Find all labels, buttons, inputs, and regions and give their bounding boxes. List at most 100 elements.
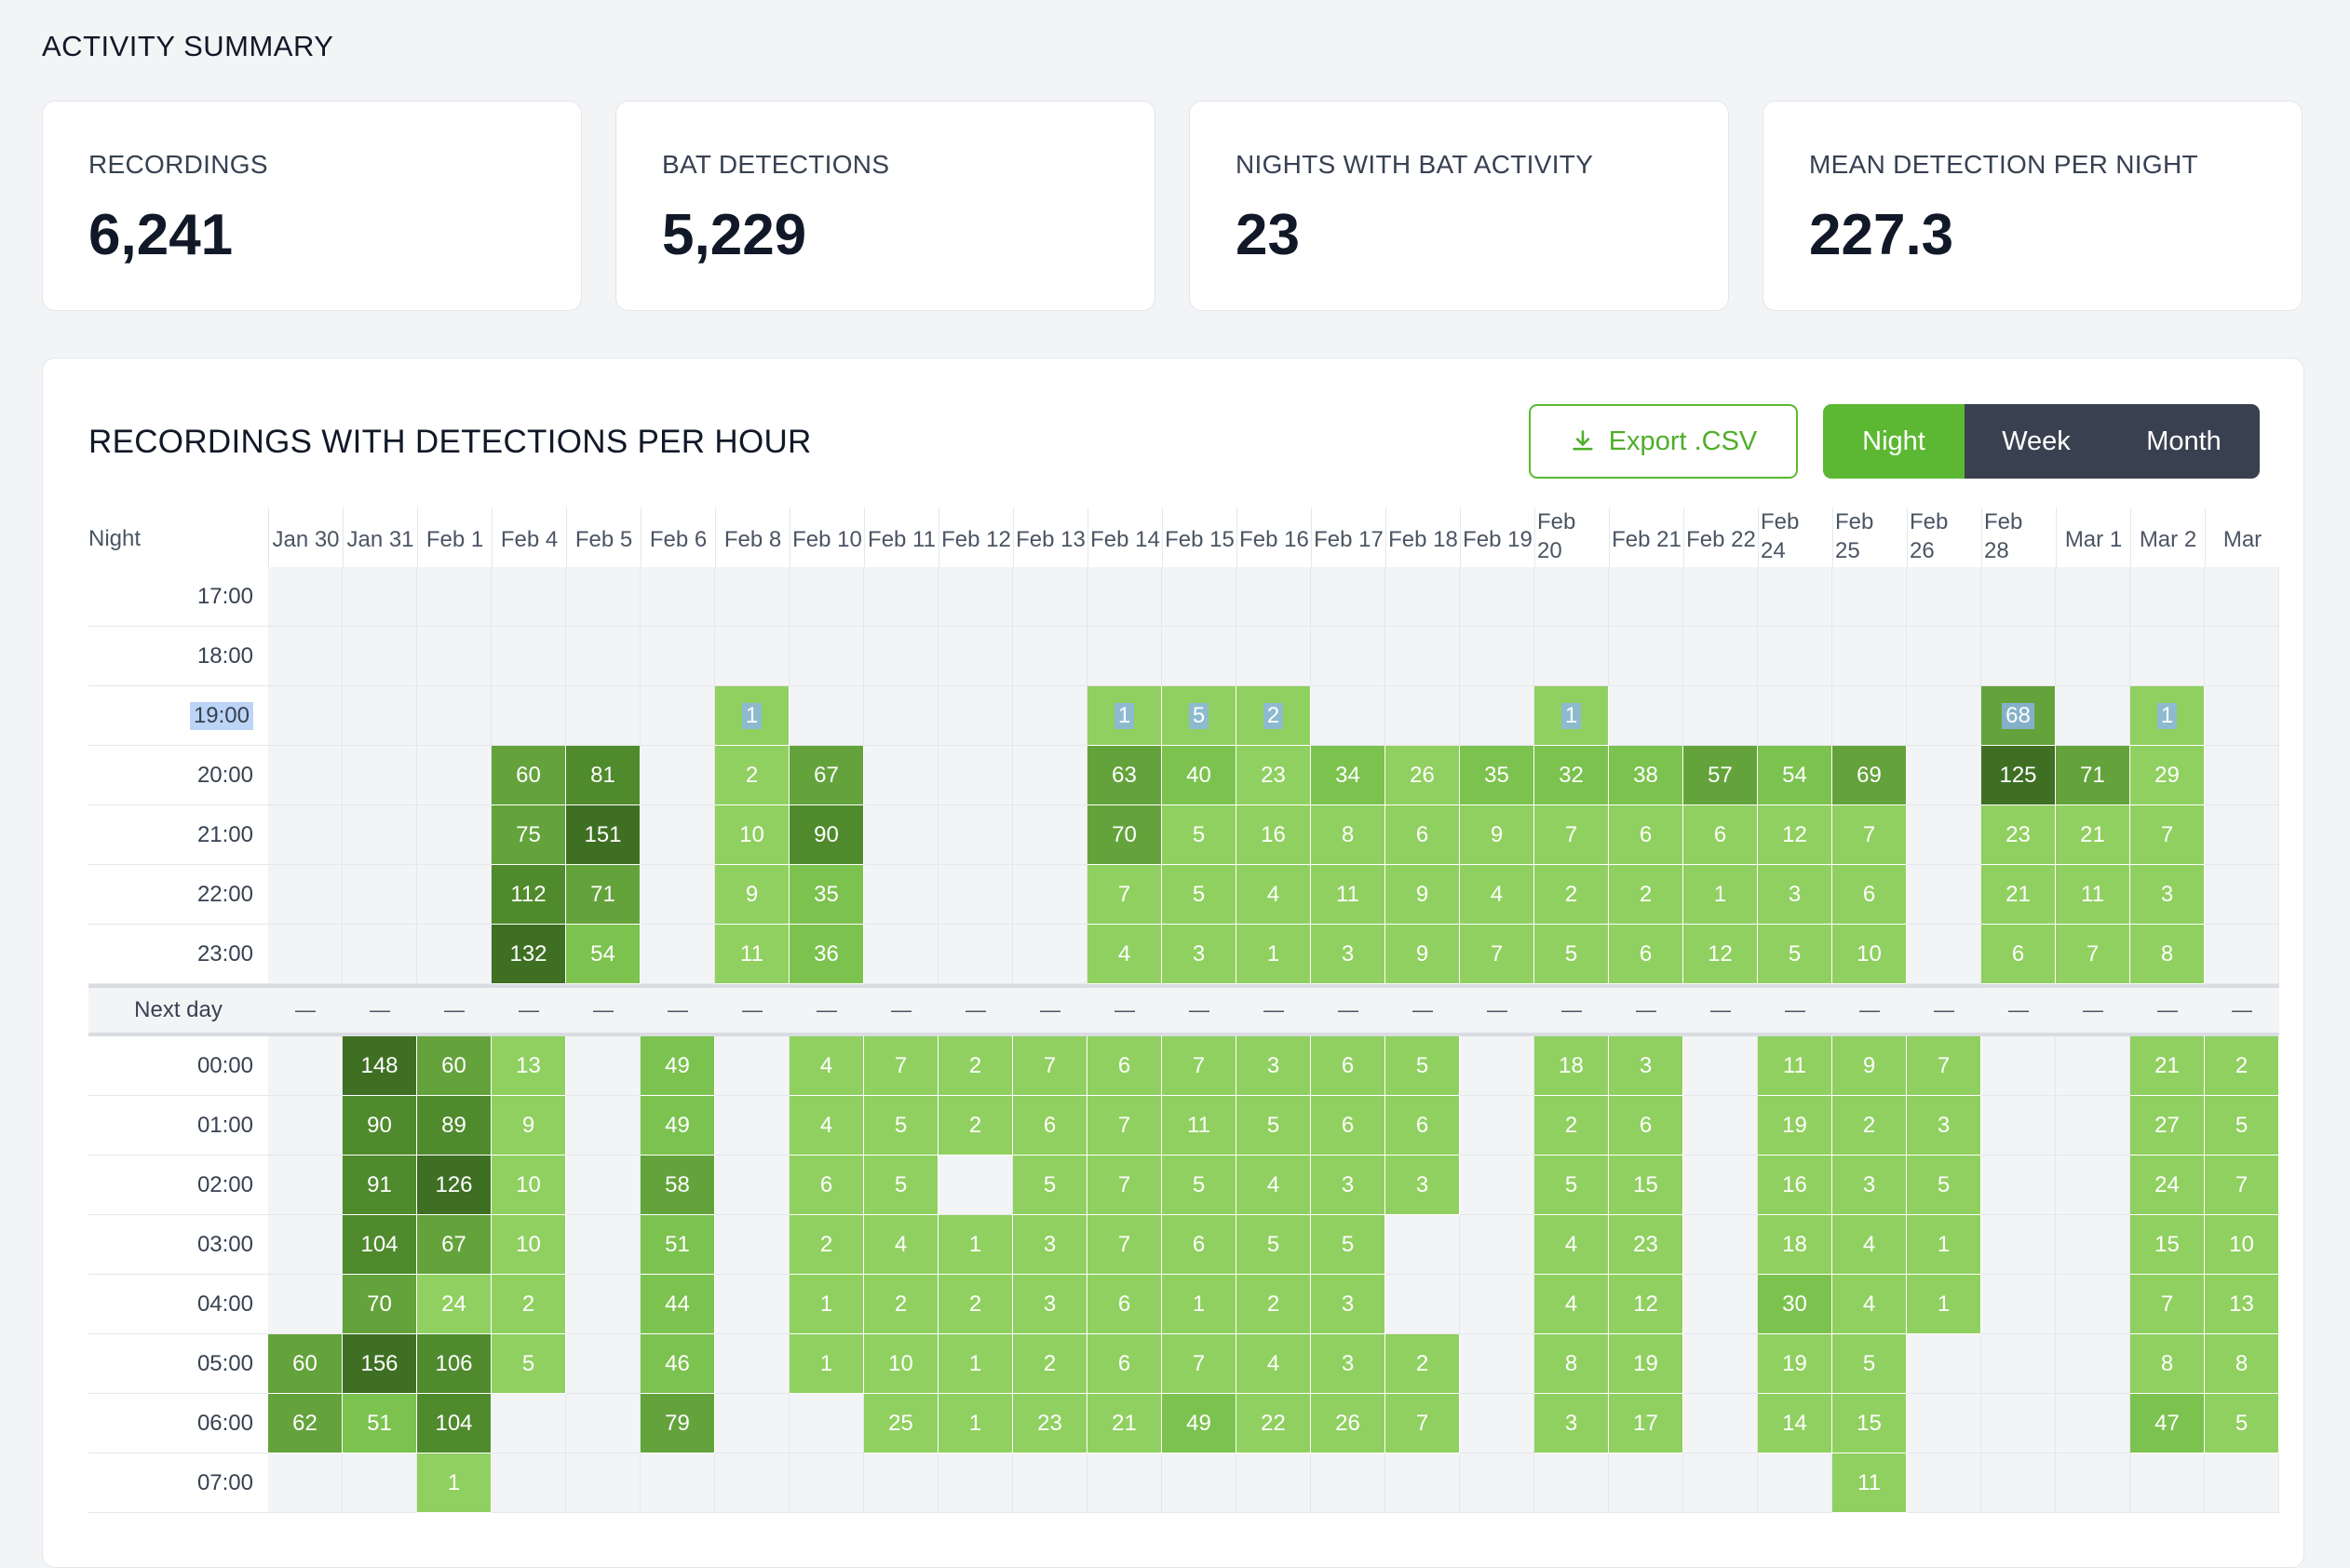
heatmap-cell[interactable]: 6 xyxy=(1311,1096,1385,1156)
heatmap-cell[interactable]: 90 xyxy=(790,805,864,865)
heatmap-cell[interactable] xyxy=(1981,1036,2056,1096)
heatmap-cell[interactable]: 34 xyxy=(1311,746,1385,805)
heatmap-cell[interactable]: 6 xyxy=(1609,925,1683,984)
heatmap-cell[interactable]: 5 xyxy=(2205,1394,2279,1453)
heatmap-cell[interactable] xyxy=(2056,627,2130,686)
heatmap-cell[interactable]: 18 xyxy=(1758,1215,1832,1275)
heatmap-cell[interactable]: 15 xyxy=(2130,1215,2205,1275)
heatmap-cell[interactable] xyxy=(566,1156,641,1215)
heatmap-cell[interactable]: 2 xyxy=(939,1096,1013,1156)
heatmap-cell[interactable] xyxy=(864,746,939,805)
heatmap-cell[interactable] xyxy=(1385,1453,1460,1513)
heatmap-cell[interactable] xyxy=(417,865,492,925)
heatmap-cell[interactable]: 2 xyxy=(1609,865,1683,925)
heatmap-cell[interactable]: 71 xyxy=(2056,746,2130,805)
heatmap-cell[interactable] xyxy=(268,746,343,805)
heatmap-cell[interactable]: 6 xyxy=(1385,805,1460,865)
heatmap-cell[interactable]: 38 xyxy=(1609,746,1683,805)
heatmap-cell[interactable] xyxy=(1683,1394,1758,1453)
heatmap-cell[interactable]: 7 xyxy=(1907,1036,1981,1096)
heatmap-cell[interactable]: 29 xyxy=(2130,746,2205,805)
heatmap-cell[interactable]: 12 xyxy=(1683,925,1758,984)
heatmap-cell[interactable]: 3 xyxy=(1013,1215,1087,1275)
heatmap-cell[interactable]: 26 xyxy=(1311,1394,1385,1453)
heatmap-cell[interactable]: 2 xyxy=(1236,1275,1311,1334)
heatmap-cell[interactable] xyxy=(1683,567,1758,627)
heatmap-cell[interactable]: 2 xyxy=(939,1036,1013,1096)
heatmap-cell[interactable]: 16 xyxy=(1236,805,1311,865)
heatmap-cell[interactable] xyxy=(1460,567,1534,627)
heatmap-cell[interactable]: 1 xyxy=(1907,1275,1981,1334)
heatmap-cell[interactable]: 1 xyxy=(1907,1215,1981,1275)
heatmap-cell[interactable]: 10 xyxy=(492,1215,566,1275)
heatmap-cell[interactable]: 125 xyxy=(1981,746,2056,805)
heatmap-cell[interactable]: 35 xyxy=(1460,746,1534,805)
heatmap-cell[interactable] xyxy=(268,1036,343,1096)
heatmap-cell[interactable]: 2 xyxy=(864,1275,939,1334)
heatmap-cell[interactable]: 49 xyxy=(1162,1394,1236,1453)
heatmap-cell[interactable]: 151 xyxy=(566,805,641,865)
heatmap-cell[interactable]: 8 xyxy=(2130,925,2205,984)
heatmap-cell[interactable]: 5 xyxy=(1758,925,1832,984)
heatmap-cell[interactable]: 106 xyxy=(417,1334,492,1394)
heatmap-cell[interactable]: 1 xyxy=(939,1394,1013,1453)
heatmap-cell[interactable]: 3 xyxy=(2130,865,2205,925)
heatmap-cell[interactable]: 26 xyxy=(1385,746,1460,805)
heatmap-cell[interactable] xyxy=(641,925,715,984)
heatmap-cell[interactable] xyxy=(268,1275,343,1334)
heatmap-cell[interactable] xyxy=(1832,567,1907,627)
heatmap-cell[interactable]: 49 xyxy=(641,1096,715,1156)
heatmap-cell[interactable] xyxy=(2056,1036,2130,1096)
heatmap-cell[interactable] xyxy=(715,1453,790,1513)
heatmap-cell[interactable]: 5 xyxy=(1162,1156,1236,1215)
heatmap-cell[interactable] xyxy=(715,1036,790,1096)
heatmap-cell[interactable] xyxy=(343,746,417,805)
heatmap-cell[interactable] xyxy=(2205,865,2279,925)
heatmap-cell[interactable]: 23 xyxy=(1981,805,2056,865)
heatmap-cell[interactable] xyxy=(1609,686,1683,746)
heatmap-cell[interactable]: 2 xyxy=(2205,1036,2279,1096)
heatmap-cell[interactable]: 4 xyxy=(1460,865,1534,925)
heatmap-cell[interactable]: 54 xyxy=(1758,746,1832,805)
heatmap-cell[interactable]: 60 xyxy=(268,1334,343,1394)
heatmap-cell[interactable]: 3 xyxy=(1907,1096,1981,1156)
heatmap-cell[interactable] xyxy=(1981,1275,2056,1334)
heatmap-cell[interactable]: 23 xyxy=(1013,1394,1087,1453)
heatmap-cell[interactable] xyxy=(641,746,715,805)
heatmap-cell[interactable]: 5 xyxy=(1013,1156,1087,1215)
heatmap-cell[interactable] xyxy=(1013,1453,1087,1513)
heatmap-cell[interactable]: 14 xyxy=(1758,1394,1832,1453)
heatmap-cell[interactable] xyxy=(566,1453,641,1513)
view-night-button[interactable]: Night xyxy=(1823,404,1965,479)
heatmap-cell[interactable] xyxy=(343,686,417,746)
heatmap-cell[interactable]: 46 xyxy=(641,1334,715,1394)
heatmap-cell[interactable]: 4 xyxy=(1236,865,1311,925)
heatmap-cell[interactable] xyxy=(268,805,343,865)
heatmap-cell[interactable]: 81 xyxy=(566,746,641,805)
heatmap-cell[interactable] xyxy=(1460,1215,1534,1275)
heatmap-cell[interactable]: 5 xyxy=(1162,865,1236,925)
heatmap-cell[interactable] xyxy=(566,567,641,627)
heatmap-cell[interactable]: 15 xyxy=(1609,1156,1683,1215)
heatmap-cell[interactable]: 30 xyxy=(1758,1275,1832,1334)
heatmap-cell[interactable] xyxy=(1087,627,1162,686)
heatmap-cell[interactable]: 2 xyxy=(1832,1096,1907,1156)
heatmap-cell[interactable] xyxy=(790,567,864,627)
heatmap-cell[interactable] xyxy=(1460,1453,1534,1513)
heatmap-cell[interactable] xyxy=(2205,1453,2279,1513)
heatmap-cell[interactable]: 3 xyxy=(1609,1036,1683,1096)
heatmap-cell[interactable] xyxy=(417,925,492,984)
heatmap-cell[interactable] xyxy=(864,686,939,746)
heatmap-cell[interactable] xyxy=(2056,1394,2130,1453)
heatmap-cell[interactable]: 3 xyxy=(1311,1156,1385,1215)
heatmap-cell[interactable]: 104 xyxy=(343,1215,417,1275)
heatmap-cell[interactable]: 58 xyxy=(641,1156,715,1215)
heatmap-cell[interactable] xyxy=(1683,1334,1758,1394)
heatmap-cell[interactable] xyxy=(1907,686,1981,746)
heatmap-cell[interactable] xyxy=(1087,1453,1162,1513)
heatmap-cell[interactable] xyxy=(1534,1453,1609,1513)
heatmap-cell[interactable] xyxy=(1460,1096,1534,1156)
heatmap-cell[interactable] xyxy=(1013,686,1087,746)
heatmap-cell[interactable] xyxy=(268,686,343,746)
heatmap-cell[interactable]: 6 xyxy=(1981,925,2056,984)
